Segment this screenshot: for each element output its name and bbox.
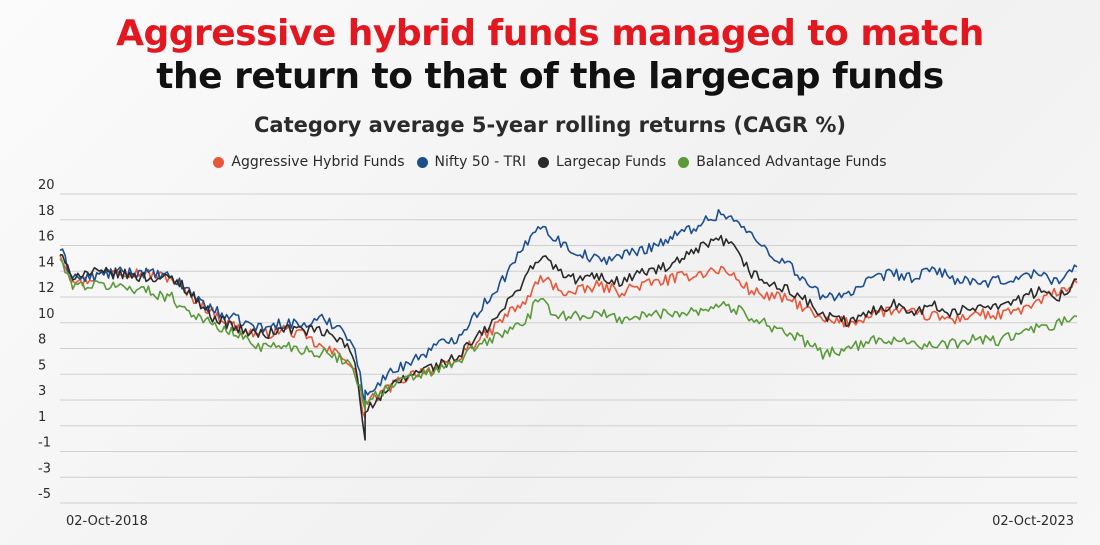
headline-line-1: Aggressive hybrid funds managed to match bbox=[116, 13, 984, 54]
legend-item-largecap: Largecap Funds bbox=[538, 154, 666, 170]
series-line-balanced-advantage-funds bbox=[59, 258, 1078, 411]
y-tick-label: 3 bbox=[38, 384, 46, 399]
legend-item-balanced-advantage: Balanced Advantage Funds bbox=[678, 154, 887, 170]
y-tick-label: 10 bbox=[38, 307, 55, 322]
legend-item-nifty-50-tri: Nifty 50 - TRI bbox=[416, 154, 526, 170]
chart-legend: Aggressive Hybrid Funds Nifty 50 - TRI L… bbox=[0, 154, 1100, 170]
headline-line-2: the return to that of the largecap funds bbox=[156, 56, 944, 97]
x-axis-end-label: 02-Oct-2023 bbox=[992, 514, 1074, 529]
legend-dot-largecap bbox=[538, 156, 549, 168]
chart-series-lines bbox=[59, 209, 1078, 441]
y-tick-label: 16 bbox=[38, 230, 55, 245]
legend-dot-aggressive-hybrid bbox=[213, 156, 225, 168]
x-axis-start-label: 02-Oct-2018 bbox=[66, 514, 148, 529]
y-tick-label: 1 bbox=[38, 410, 46, 425]
y-tick-label: -1 bbox=[38, 436, 51, 451]
series-line-aggressive-hybrid-funds bbox=[59, 254, 1078, 420]
chart-title: Category average 5-year rolling returns … bbox=[254, 113, 846, 137]
y-tick-label: 12 bbox=[38, 281, 55, 296]
legend-dot-balanced-advantage bbox=[678, 156, 690, 168]
legend-label-aggressive-hybrid: Aggressive Hybrid Funds bbox=[231, 154, 405, 170]
legend-dot-nifty-50-tri bbox=[416, 156, 428, 168]
y-tick-label: -5 bbox=[38, 487, 51, 502]
y-tick-label: 18 bbox=[38, 204, 55, 219]
y-tick-label: 8 bbox=[38, 333, 46, 348]
legend-label-nifty-50-tri: Nifty 50 - TRI bbox=[434, 154, 526, 170]
legend-label-largecap: Largecap Funds bbox=[556, 154, 667, 170]
y-tick-label: 5 bbox=[38, 358, 46, 373]
series-line-largecap-funds bbox=[59, 234, 1078, 441]
y-tick-label: 14 bbox=[38, 255, 55, 270]
chart-grid bbox=[60, 193, 1077, 504]
legend-label-balanced-advantage: Balanced Advantage Funds bbox=[696, 154, 887, 170]
y-tick-label: 20 bbox=[38, 178, 55, 193]
y-tick-label: -3 bbox=[38, 461, 51, 476]
y-axis-ticks: 20 18 16 14 12 10 8 5 3 1 -1 -3 -5 bbox=[38, 178, 55, 502]
legend-item-aggressive-hybrid: Aggressive Hybrid Funds bbox=[213, 154, 405, 170]
